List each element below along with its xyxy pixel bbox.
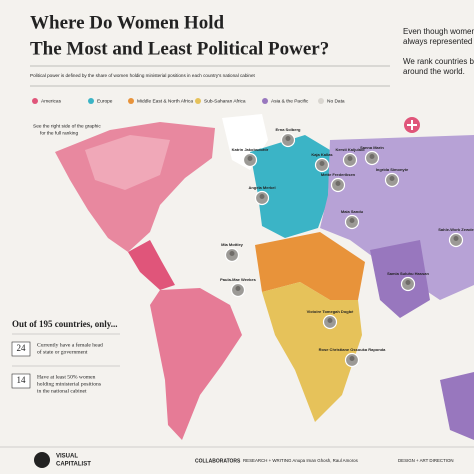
portrait-head <box>319 161 325 166</box>
stat-text: holding ministerial positions <box>37 381 101 387</box>
portrait-head <box>389 176 395 181</box>
credit: RESEARCH + WRITING Anupa Iman Ghosh, Rau… <box>243 458 359 463</box>
stat-box <box>11 373 31 389</box>
legend-swatch <box>88 98 94 104</box>
leader-name: Paula-Mae Weekes <box>220 277 256 282</box>
leader-callouts: Erna Solberg Sanna Marin Katrin Jakobsdott… <box>220 127 474 368</box>
portrait-head <box>453 236 459 241</box>
title-line: Where Do Women Hold <box>30 12 224 33</box>
south-america <box>150 288 242 440</box>
legend: Americas Europe Middle East & North Africa… <box>32 98 345 104</box>
legend-label: Americas <box>41 98 62 104</box>
south-asia <box>370 240 430 318</box>
credit: DESIGN + ART DIRECTION <box>398 458 454 463</box>
portrait-head <box>327 318 333 323</box>
intro-text: around the world. <box>403 67 465 76</box>
portrait-head <box>247 156 253 161</box>
portrait-head <box>347 156 353 161</box>
stat-text: of state or government <box>37 348 88 355</box>
leader-name: Kaja Kallas <box>311 152 333 157</box>
leader-name: Erna Solberg <box>276 127 301 132</box>
legend-label: Asia & the Pacific <box>271 98 309 104</box>
intro-text: Even though women m <box>403 27 474 36</box>
legend-swatch <box>128 98 134 104</box>
legend-label: Sub-Saharan Africa <box>204 98 246 104</box>
legend-swatch <box>318 98 324 104</box>
leader-name: Maia Sandu <box>341 209 364 214</box>
stat-text: Currently have a female head <box>37 341 103 348</box>
portrait-head <box>335 181 341 186</box>
legend-label: No Data <box>327 98 345 104</box>
portrait-head <box>349 218 355 223</box>
portrait-head <box>285 136 291 141</box>
intro-text: We rank countries b <box>403 57 474 66</box>
canada <box>85 135 170 190</box>
intro-text: always represented <box>403 37 472 46</box>
leader-name: Victoire Tomegah Dogbé <box>307 309 355 314</box>
leader-name: Kersti Kaljulaid <box>335 147 365 152</box>
portrait-head <box>349 356 355 361</box>
portrait-head <box>229 251 235 256</box>
stat-text: in the national cabinet <box>37 388 87 394</box>
brand: VISUAL <box>56 454 78 460</box>
central-america <box>128 240 175 290</box>
brand: CAPITALIST <box>56 462 91 468</box>
portrait-head <box>259 194 265 199</box>
europe <box>250 135 330 238</box>
logo <box>34 452 50 468</box>
note: for the full ranking <box>40 130 78 136</box>
intro: Even though women malways represented We … <box>403 27 474 76</box>
legend-swatch <box>32 98 38 104</box>
map <box>55 114 474 440</box>
note: See the right side of the graphic <box>33 123 101 129</box>
stat-box <box>11 341 31 357</box>
plus-sign <box>407 120 417 130</box>
australia <box>440 372 474 440</box>
mena <box>255 232 365 300</box>
leader-name: Angela Merkel <box>248 185 275 190</box>
leader-name: Samia Suluhu Hassan <box>387 271 429 276</box>
legend-label: Europe <box>97 98 113 104</box>
title-line: The Most and Least Political Power? <box>30 38 329 59</box>
stat-number: 24 <box>17 343 27 353</box>
leader-name: Mette Frederiksen <box>321 172 356 177</box>
legend-label: Middle East & North Africa <box>137 98 193 104</box>
subtitle: Political power is defined by the share … <box>30 73 256 78</box>
stat-text: Have at least 50% women <box>37 374 96 380</box>
stats-heading: Out of 195 countries, only... <box>12 319 118 329</box>
portrait-head <box>369 154 375 159</box>
leader-name: Ingrida Simonyte <box>376 167 409 172</box>
leader-name: Rose Christiane Ossouka Raponda <box>319 347 386 352</box>
stat-number: 14 <box>17 375 27 385</box>
asia <box>320 135 474 300</box>
legend-swatch <box>195 98 201 104</box>
portrait-head <box>405 280 411 285</box>
sub-saharan-africa <box>262 282 362 422</box>
collaborators: COLLABORATORS <box>195 458 241 464</box>
leader-name: Sahle-Work Zewde <box>438 227 474 232</box>
portrait-head <box>235 286 241 291</box>
legend-swatch <box>262 98 268 104</box>
leader-name: Sanna Marin <box>360 145 384 150</box>
leader-name: Mia Mottley <box>221 242 244 247</box>
leader-name: Katrin Jakobsdottir <box>232 147 269 152</box>
